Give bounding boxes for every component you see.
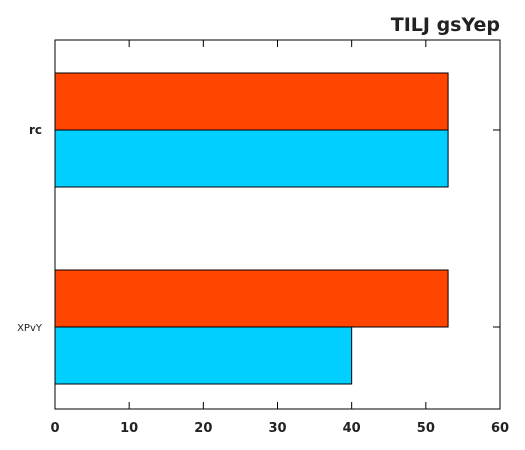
y-category-label: XPvY [17,323,43,334]
bar-1-series-1 [54,326,353,385]
labels-layer: 0 10 20 30 40 50 60 rc XPvY [17,123,509,436]
bars-layer [54,72,449,385]
x-tick-label: 0 [50,421,59,436]
bar-1-series-0 [54,269,449,328]
chart-title: TILJ gsYep [391,14,500,36]
y-category-label: rc [29,123,42,137]
bar-0-series-1 [54,129,449,188]
bar-0-series-0 [54,72,449,131]
x-tick-label: 20 [194,421,212,436]
x-tick-label: 50 [417,421,435,436]
x-tick-label: 60 [491,421,509,436]
axes-layer [54,39,501,410]
x-tick-label: 30 [268,421,286,436]
x-tick-label: 10 [120,421,138,436]
x-tick-label: 40 [343,421,361,436]
